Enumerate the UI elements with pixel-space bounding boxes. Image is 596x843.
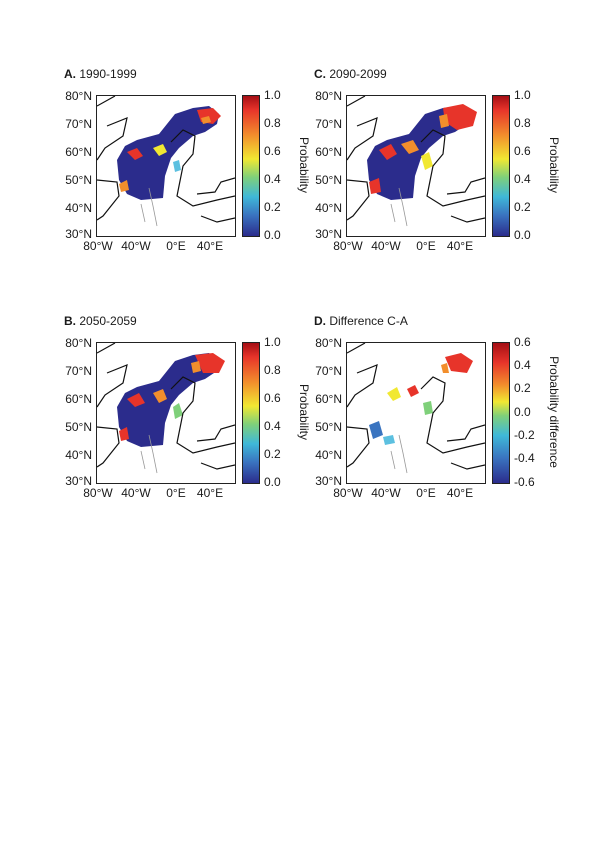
lat-label: 70°N	[65, 364, 92, 378]
colorbar-label: Probability	[297, 383, 311, 441]
colorbar-label: Probability	[297, 136, 311, 194]
lon-label: 40°E	[196, 486, 224, 500]
lon-label: 0°E	[416, 239, 436, 253]
lat-label: 80°N	[315, 336, 342, 350]
panel-period: 2090-2099	[329, 67, 387, 81]
map-graphic	[97, 96, 235, 227]
colorbar-tick: 1.0	[264, 88, 281, 102]
panel-a-title: A. 1990-1999	[64, 67, 137, 81]
lat-label: 30°N	[65, 474, 92, 488]
lon-label: 80°W	[83, 486, 113, 500]
lat-label: 70°N	[315, 364, 342, 378]
panel-letter: D.	[314, 314, 326, 328]
colorbar-tick: -0.6	[514, 475, 535, 489]
lon-label: 80°W	[333, 239, 363, 253]
lon-label: 40°W	[371, 239, 401, 253]
lon-label: 40°E	[446, 239, 474, 253]
map-probability-1990	[96, 95, 236, 237]
lat-label: 30°N	[315, 227, 342, 241]
lat-label: 70°N	[65, 117, 92, 131]
colorbar-tick: 0.4	[264, 419, 281, 433]
lat-label: 40°N	[65, 448, 92, 462]
lon-label: 80°W	[333, 486, 363, 500]
panel-letter: C.	[314, 67, 326, 81]
lon-label: 40°W	[121, 486, 151, 500]
colorbar-tick: 0.6	[264, 144, 281, 158]
colorbar-probability	[242, 342, 260, 484]
colorbar-tick: 1.0	[514, 88, 531, 102]
map-probability-2050	[96, 342, 236, 484]
lat-label: 50°N	[65, 420, 92, 434]
colorbar-tick: 0.2	[514, 381, 531, 395]
lat-label: 40°N	[315, 201, 342, 215]
lat-label: 80°N	[315, 89, 342, 103]
lat-label: 80°N	[65, 336, 92, 350]
colorbar-tick: 0.6	[264, 391, 281, 405]
panel-c-title: C. 2090-2099	[314, 67, 387, 81]
panel-period: 1990-1999	[79, 67, 137, 81]
lon-label: 0°E	[416, 486, 436, 500]
colorbar-tick: -0.4	[514, 451, 535, 465]
colorbar-tick: 0.8	[264, 363, 281, 377]
colorbar-tick: 0.6	[514, 335, 531, 349]
lat-label: 50°N	[315, 420, 342, 434]
colorbar-tick: 0.2	[264, 200, 281, 214]
colorbar-tick: 1.0	[264, 335, 281, 349]
colorbar-tick: 0.2	[264, 447, 281, 461]
lat-label: 60°N	[315, 145, 342, 159]
colorbar-tick: 0.0	[264, 475, 281, 489]
colorbar-tick: 0.0	[514, 405, 531, 419]
lat-label: 30°N	[65, 227, 92, 241]
lon-label: 40°W	[121, 239, 151, 253]
colorbar-tick: -0.2	[514, 428, 535, 442]
lat-label: 30°N	[315, 474, 342, 488]
map-probability-difference	[346, 342, 486, 484]
colorbar-tick: 0.6	[514, 144, 531, 158]
colorbar-tick: 0.0	[264, 228, 281, 242]
lat-label: 60°N	[315, 392, 342, 406]
colorbar-label: Probability	[547, 136, 561, 194]
lat-label: 50°N	[65, 173, 92, 187]
colorbar-tick: 0.4	[514, 172, 531, 186]
colorbar-tick: 0.0	[514, 228, 531, 242]
panel-letter: B.	[64, 314, 76, 328]
colorbar-difference	[492, 342, 510, 484]
panel-d: D. Difference C-A 80°N 70°N 60°N 50°N 40…	[314, 314, 564, 524]
colorbar-probability	[242, 95, 260, 237]
panel-c: C. 2090-2099 80°N 70°N 60°N 50°N 40°N 30…	[314, 67, 564, 277]
colorbar-label: Probability difference	[547, 356, 561, 468]
lat-label: 40°N	[315, 448, 342, 462]
panel-b: B. 2050-2059 80°N 70°N 60°N 50°N 40°N 30…	[64, 314, 314, 524]
panel-letter: A.	[64, 67, 76, 81]
map-graphic	[347, 343, 485, 474]
colorbar-tick: 0.2	[514, 200, 531, 214]
map-graphic	[97, 343, 235, 474]
lon-label: 40°W	[371, 486, 401, 500]
lat-label: 60°N	[65, 145, 92, 159]
map-probability-2090	[346, 95, 486, 237]
lat-label: 50°N	[315, 173, 342, 187]
colorbar-tick: 0.4	[264, 172, 281, 186]
lat-label: 70°N	[315, 117, 342, 131]
lat-label: 60°N	[65, 392, 92, 406]
lat-label: 40°N	[65, 201, 92, 215]
panel-period: Difference C-A	[329, 314, 408, 328]
colorbar-tick: 0.8	[264, 116, 281, 130]
panel-d-title: D. Difference C-A	[314, 314, 408, 328]
lon-label: 40°E	[196, 239, 224, 253]
colorbar-tick: 0.4	[514, 358, 531, 372]
panel-b-title: B. 2050-2059	[64, 314, 137, 328]
lon-label: 0°E	[166, 239, 186, 253]
panel-period: 2050-2059	[79, 314, 137, 328]
lat-label: 80°N	[65, 89, 92, 103]
colorbar-probability	[492, 95, 510, 237]
lon-label: 0°E	[166, 486, 186, 500]
colorbar-tick: 0.8	[514, 116, 531, 130]
lon-label: 40°E	[446, 486, 474, 500]
panel-a: A. 1990-1999 80°N 70°N 60°N 50°N 40°N 30…	[64, 67, 314, 277]
map-graphic	[347, 96, 485, 227]
lon-label: 80°W	[83, 239, 113, 253]
